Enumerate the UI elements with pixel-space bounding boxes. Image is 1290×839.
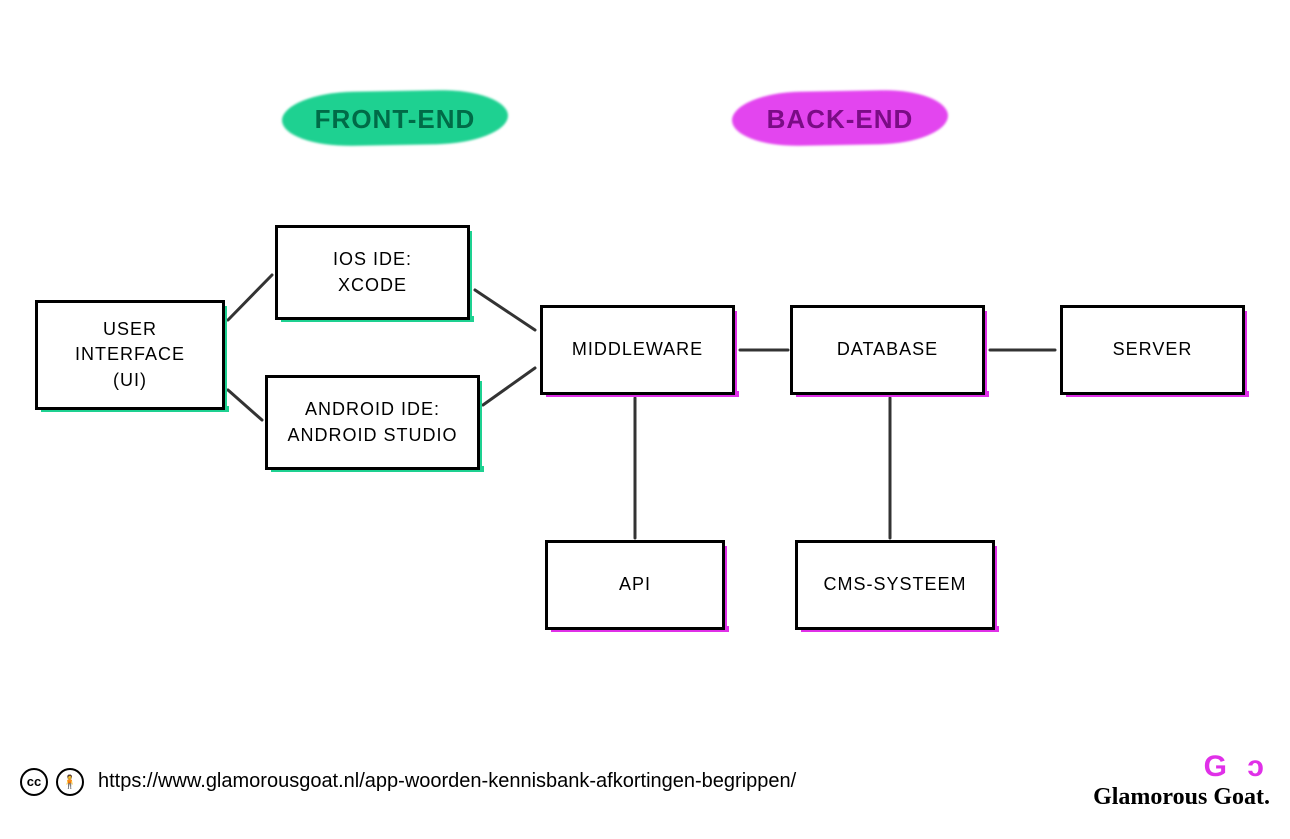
node-ui: USER INTERFACE (UI): [35, 300, 225, 410]
edge-ui-ios: [228, 275, 272, 320]
node-cms: CMS-SYSTEEM: [795, 540, 995, 630]
node-android: ANDROID IDE: ANDROID STUDIO: [265, 375, 480, 470]
logo-text: Glamorous Goat.: [1093, 784, 1270, 811]
edge-ui-android: [228, 390, 262, 420]
source-url: https://www.glamorousgoat.nl/app-woorden…: [98, 770, 796, 793]
by-icon: 🧍: [56, 768, 84, 796]
edge-ios-middleware: [475, 290, 535, 330]
node-server: SERVER: [1060, 305, 1245, 395]
node-database: DATABASE: [790, 305, 985, 395]
edge-android-middleware: [483, 368, 535, 405]
backend-header: BACK-END: [740, 95, 940, 143]
footer: cc 🧍 https://www.glamorousgoat.nl/app-wo…: [20, 752, 1270, 811]
node-api: API: [545, 540, 725, 630]
footer-left: cc 🧍 https://www.glamorousgoat.nl/app-wo…: [20, 768, 796, 796]
edge-layer: [0, 0, 1290, 839]
node-ios: IOS IDE: XCODE: [275, 225, 470, 320]
node-middleware: MIDDLEWARE: [540, 305, 735, 395]
cc-icon: cc: [20, 768, 48, 796]
diagram-canvas: FRONT-END BACK-END USER INTERFACE (UI) IOS …: [0, 0, 1290, 839]
frontend-header: FRONT-END: [290, 95, 500, 143]
logo-glyphs: G ɔ: [1093, 752, 1270, 782]
logo: G ɔ Glamorous Goat.: [1093, 752, 1270, 811]
